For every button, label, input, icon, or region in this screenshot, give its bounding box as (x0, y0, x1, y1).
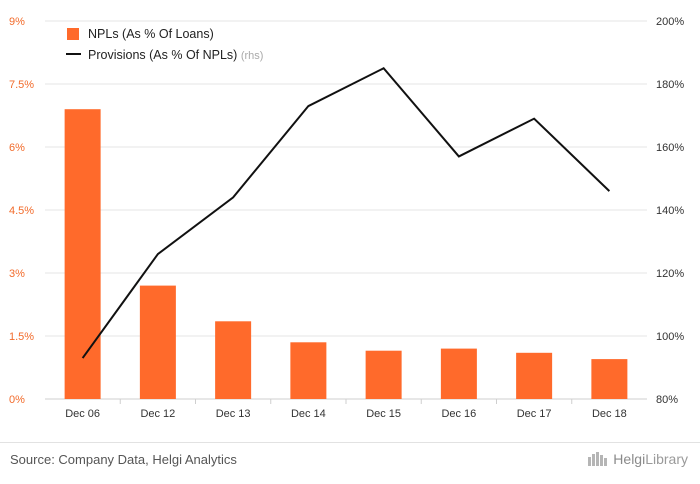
legend-swatch-npls (67, 28, 79, 40)
x-tick-label: Dec 13 (216, 408, 251, 420)
bar (64, 109, 101, 399)
bar (139, 285, 176, 399)
x-tick-label: Dec 06 (65, 408, 100, 420)
y-tick-label-right: 100% (656, 331, 684, 343)
legend-rhs-note: (rhs) (241, 50, 264, 62)
brand-suffix: Library (645, 451, 688, 467)
x-tick-label: Dec 14 (291, 408, 326, 420)
bar (215, 321, 252, 399)
bar (591, 359, 628, 399)
bar (440, 348, 477, 399)
bar (290, 342, 327, 399)
y-tick-label-left: 1.5% (9, 331, 34, 343)
legend-label-provisions: Provisions (As % Of NPLs) (rhs) (88, 48, 263, 62)
bar (365, 350, 402, 399)
y-tick-label-right: 120% (656, 268, 684, 280)
x-tick-label: Dec 15 (366, 408, 401, 420)
y-tick-label-right: 180% (656, 79, 684, 91)
source-note: Source: Company Data, Helgi Analytics (10, 452, 237, 467)
brand-logo[interactable]: Helgi Library (587, 451, 688, 467)
helgi-library-logo-icon (588, 452, 608, 466)
y-tick-label-left: 4.5% (9, 205, 34, 217)
x-tick-label: Dec 12 (140, 408, 175, 420)
x-tick-label: Dec 18 (592, 408, 627, 420)
chart-footer: Source: Company Data, Helgi Analytics He… (0, 442, 700, 484)
y-tick-label-left: 6% (9, 142, 25, 154)
legend-label-npls: NPLs (As % Of Loans) (88, 27, 214, 41)
chart: 0% 1.5% 3% 4.5% 6% 7.5% 9% 80% 100% 120% 140% 160% 1… (9, 16, 684, 420)
y-tick-label-right: 160% (656, 142, 684, 154)
y-tick-label-left: 7.5% (9, 79, 34, 91)
y-tick-label-left: 0% (9, 394, 25, 406)
y-tick-label-left: 3% (9, 268, 25, 280)
x-tick-label: Dec 16 (441, 408, 476, 420)
y-tick-label-right: 200% (656, 16, 684, 28)
line-series-provisions (81, 67, 611, 359)
x-tick-label: Dec 17 (517, 408, 552, 420)
y-tick-label-right: 80% (656, 394, 678, 406)
bar (516, 352, 553, 399)
y-tick-label-right: 140% (656, 205, 684, 217)
y-tick-label-left: 9% (9, 16, 25, 28)
brand-prefix: Helgi (613, 451, 646, 467)
